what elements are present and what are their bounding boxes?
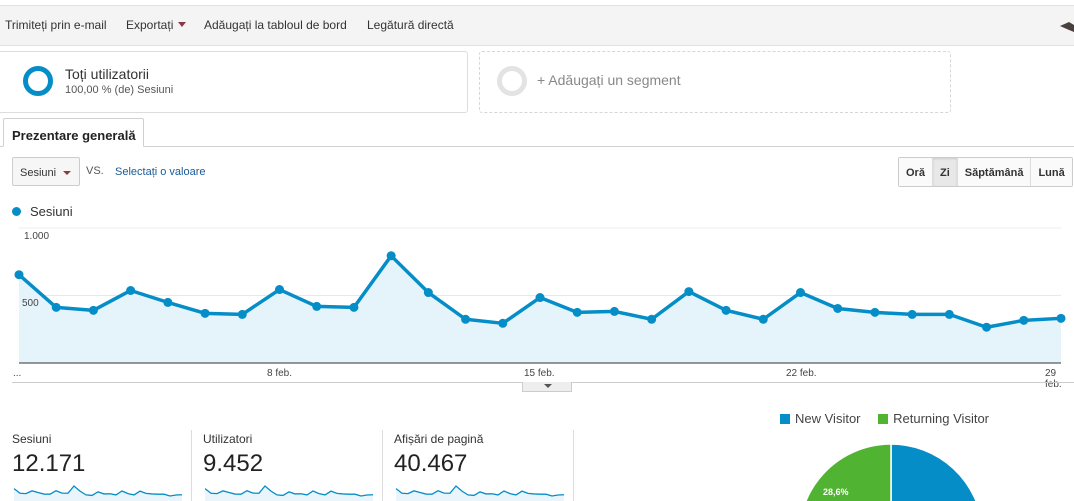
scorecard-value: 9.452 — [203, 450, 264, 477]
pie-slice-label: 28,6% — [823, 487, 849, 497]
add-segment-label: + Adăugați un segment — [537, 72, 681, 88]
segment-placeholder-ring-icon — [497, 66, 527, 96]
sparkline — [395, 485, 565, 501]
shortcut-button[interactable]: Legătură directă — [367, 18, 454, 32]
scorecard-label: Utilizatori — [203, 432, 253, 446]
scorecard-value: 12.171 — [12, 450, 86, 477]
y-tick-1000: 1.000 — [24, 231, 50, 242]
scorecard-pageviews[interactable]: Afișări de pagină 40.467 — [382, 430, 574, 501]
graduation-cap-icon[interactable] — [1060, 22, 1074, 32]
caret-down-icon — [63, 171, 71, 175]
report-toolbar: Trimiteți prin e-mail Exportați Adăugați… — [0, 5, 1074, 46]
x-tick-8-feb: 8 feb. — [267, 368, 293, 379]
tab-divider — [0, 146, 1074, 147]
scorecard-users[interactable]: Utilizatori 9.452 — [191, 430, 383, 501]
new-visitor-swatch-icon — [780, 414, 790, 424]
y-tick-500: 500 — [22, 298, 39, 309]
pie-legend-returning: Returning Visitor — [893, 411, 990, 426]
granularity-month-button[interactable]: Lună — [1031, 158, 1072, 186]
scorecard-divider — [191, 430, 192, 501]
segment-ring-icon — [23, 66, 53, 96]
series-dot-icon — [12, 207, 21, 216]
chart-resize-handle[interactable] — [522, 382, 572, 392]
scorecard-label: Afișări de pagină — [394, 432, 484, 446]
scorecard-divider — [573, 430, 574, 501]
sparkline — [204, 485, 374, 501]
legend-label: Sesiuni — [30, 204, 73, 219]
add-to-dashboard-button[interactable]: Adăugați la tabloul de bord — [204, 18, 347, 32]
scorecard-divider — [382, 430, 383, 501]
vs-label: VS. — [86, 165, 104, 177]
tab-overview[interactable]: Prezentare generală — [3, 118, 144, 147]
granularity-week-button[interactable]: Săptămână — [957, 158, 1032, 186]
scorecard-sessions[interactable]: Sesiuni 12.171 — [0, 430, 192, 501]
granularity-toggle: Oră Zi Săptămână Lună — [898, 157, 1073, 187]
chart-legend: Sesiuni — [12, 204, 73, 219]
sessions-line-chart[interactable] — [0, 220, 1074, 390]
returning-visitor-swatch-icon — [878, 414, 889, 424]
segment-title: Toți utilizatorii — [65, 66, 150, 82]
scorecard-value: 40.467 — [394, 450, 468, 477]
segment-subtitle: 100,00 % (de) Sesiuni — [65, 84, 174, 96]
granularity-hour-button[interactable]: Oră — [899, 158, 933, 186]
export-label: Exportați — [126, 18, 174, 32]
export-button[interactable]: Exportați — [126, 18, 187, 32]
x-tick-29-feb: 29 feb. — [1045, 368, 1062, 390]
add-segment-button[interactable]: + Adăugați un segment — [479, 51, 951, 113]
x-tick-15-feb: 15 feb. — [524, 368, 555, 379]
email-button[interactable]: Trimiteți prin e-mail — [5, 18, 107, 32]
metric-dropdown-value: Sesiuni — [20, 167, 57, 179]
granularity-day-button[interactable]: Zi — [932, 158, 958, 186]
x-tick-22-feb: 22 feb. — [786, 368, 817, 379]
sparkline — [13, 485, 183, 501]
x-tick-start: ... — [13, 368, 22, 379]
pie-legend: New Visitor Returning Visitor — [780, 411, 989, 426]
segment-all-users[interactable]: Toți utilizatorii 100,00 % (de) Sesiuni — [0, 51, 468, 113]
compare-metric-link[interactable]: Selectați o valoare — [115, 166, 206, 178]
pie-legend-new: New Visitor — [795, 411, 861, 426]
scorecard-label: Sesiuni — [12, 432, 52, 446]
metric-dropdown[interactable]: Sesiuni — [12, 157, 80, 186]
caret-down-icon — [178, 22, 187, 27]
